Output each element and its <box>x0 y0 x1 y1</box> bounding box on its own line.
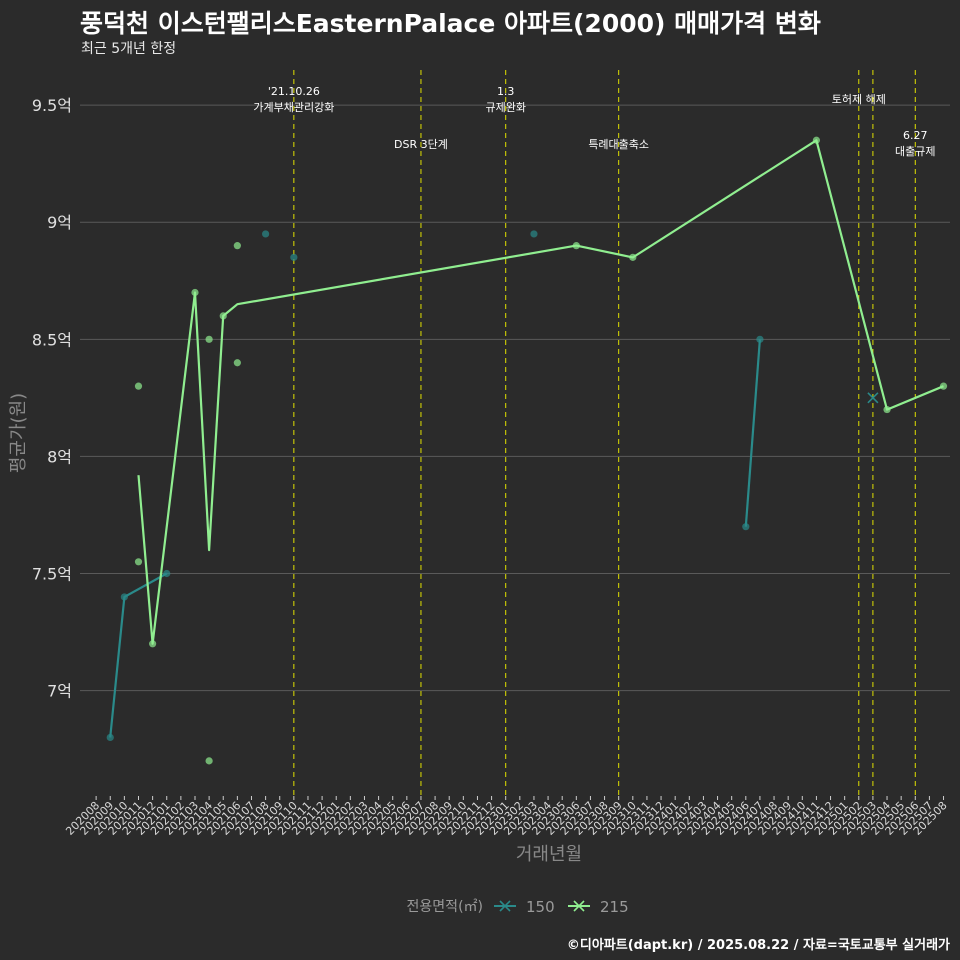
series-150-point <box>290 253 298 261</box>
chart-title: 풍덕천 이스턴팰리스EasternPalace 아파트(2000) 매매가격 변… <box>80 9 821 38</box>
y-axis-title: 평균가(원) <box>8 393 29 473</box>
series-215-point <box>134 382 143 390</box>
series-215-point <box>149 640 157 648</box>
legend-key-150-cross <box>499 900 511 912</box>
series-150-point <box>262 230 270 238</box>
series-215-point <box>883 405 891 414</box>
y-tick-label: 9억 <box>47 213 72 232</box>
legend-label-150: 150 <box>526 898 555 916</box>
series-215-point <box>233 359 241 367</box>
event-label: 특례대출축소 <box>588 138 649 151</box>
series-150-cross-point <box>867 392 879 404</box>
legend-key-215-cross <box>573 900 585 912</box>
series-215-point <box>629 253 637 261</box>
series-215-point <box>205 335 213 343</box>
y-tick-label: 7억 <box>47 682 72 701</box>
series-215-point <box>812 136 821 144</box>
y-tick-label: 9.5억 <box>32 96 72 115</box>
series-215-point <box>205 757 213 765</box>
y-tick-label: 7.5억 <box>32 565 72 584</box>
source-caption: ©디아파트(dapt.kr) / 2025.08.22 / 자료=국토교통부 실… <box>566 938 950 953</box>
series-150-point <box>756 335 764 343</box>
cross-stroke <box>867 392 879 404</box>
event-label: 6.27 대출규제 <box>895 129 935 158</box>
series-215-point <box>233 242 241 250</box>
x-axis-title: 거래년월 <box>516 844 582 865</box>
series-150-line <box>744 339 761 527</box>
series-215-point <box>939 382 948 390</box>
series-215-point <box>134 558 143 566</box>
series-215-point <box>572 242 580 250</box>
series-215-line <box>137 139 944 645</box>
event-label: 1.3 규제완화 <box>485 85 525 114</box>
series-150-point <box>120 593 128 601</box>
chart-subtitle: 최근 5개년 한정 <box>81 41 177 57</box>
y-tick-label: 8.5억 <box>32 330 72 349</box>
event-label: DSR 3단계 <box>394 138 448 151</box>
series-150-point <box>742 523 750 531</box>
event-label: 토허제 해제 <box>832 92 886 106</box>
event-label: '21.10.26 가계부채관리강화 <box>253 85 334 114</box>
legend-label-215: 215 <box>600 898 629 916</box>
y-tick-label: 8억 <box>47 447 72 466</box>
series-150-point <box>530 230 538 238</box>
series-215-point <box>191 288 199 297</box>
series-215-point <box>219 312 227 320</box>
series-150-point <box>106 733 114 742</box>
series-150-point <box>163 569 171 578</box>
legend-title: 전용면적(㎡) <box>407 899 483 915</box>
